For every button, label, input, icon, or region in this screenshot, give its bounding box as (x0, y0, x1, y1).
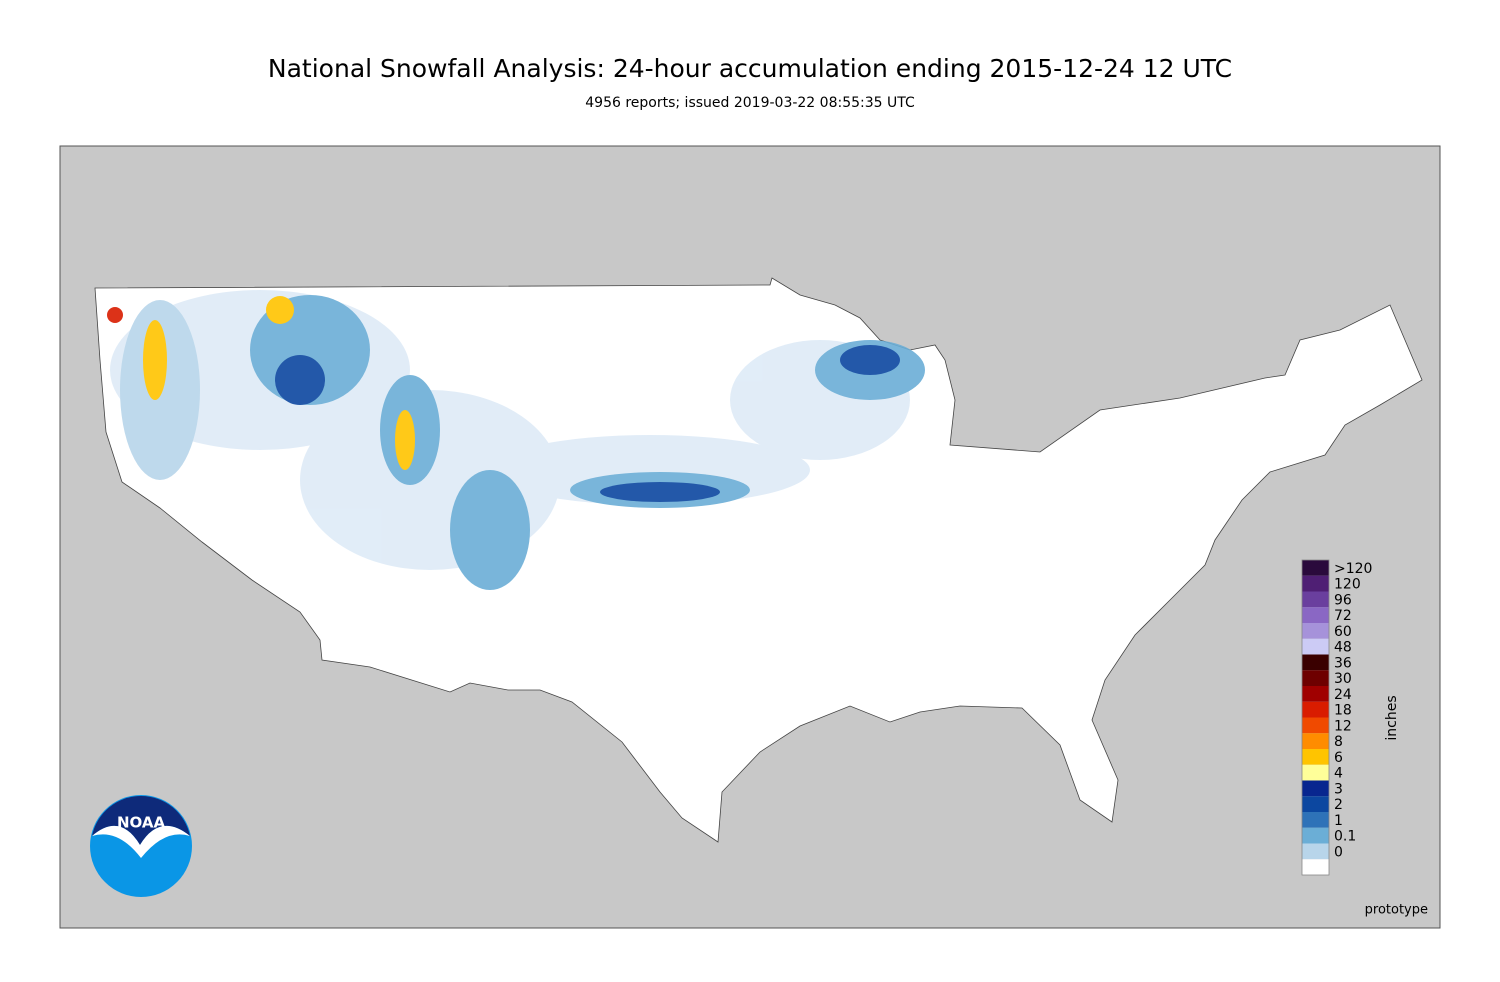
legend-swatch (1302, 670, 1329, 686)
legend-swatch (1302, 812, 1329, 828)
legend-swatch (1302, 654, 1329, 671)
footer-note: prototype (1365, 903, 1428, 918)
map (59, 145, 1441, 929)
legend-swatch (1302, 686, 1329, 702)
legend-swatch (1302, 623, 1329, 639)
legend-label: 8 (1334, 734, 1343, 750)
legend-label: 2 (1334, 797, 1343, 813)
legend-label: 18 (1334, 703, 1352, 719)
legend-label: 72 (1334, 608, 1352, 624)
legend-label: 36 (1334, 655, 1352, 671)
legend-swatch (1302, 701, 1329, 718)
logo-text: NOAA (117, 814, 166, 832)
legend-frame (1301, 559, 1330, 876)
legend-swatch (1302, 859, 1329, 875)
legend-swatch (1302, 575, 1329, 592)
legend-swatch (1302, 591, 1329, 608)
legend-label: 3 (1334, 781, 1343, 797)
legend-swatch (1302, 749, 1329, 765)
legend-label: 60 (1334, 624, 1352, 640)
noaa-logo: NOAA (90, 795, 192, 897)
snow-areas (107, 290, 925, 590)
legend-swatch (1302, 733, 1329, 749)
legend-swatch (1302, 843, 1329, 860)
legend-label: 6 (1334, 750, 1343, 766)
legend-swatch (1302, 780, 1329, 797)
legend-swatch (1302, 560, 1329, 576)
legend-label: 120 (1334, 577, 1361, 593)
legend-swatch (1302, 764, 1329, 781)
subtitle: 4956 reports; issued 2019-03-22 08:55:35… (585, 95, 915, 111)
legend-swatch (1302, 827, 1329, 844)
legend-label: 48 (1334, 640, 1352, 656)
legend-swatch (1302, 638, 1329, 655)
legend-label: 0.1 (1334, 829, 1356, 845)
legend-label: 24 (1334, 687, 1352, 703)
legend-swatch (1302, 796, 1329, 812)
legend-label: 1 (1334, 813, 1343, 829)
legend-label: >120 (1334, 561, 1372, 577)
legend-label: 12 (1334, 718, 1352, 734)
legend-label: 0 (1334, 844, 1343, 860)
title: National Snowfall Analysis: 24-hour accu… (268, 54, 1232, 83)
legend-label: 4 (1334, 766, 1343, 782)
legend-label: 30 (1334, 671, 1352, 687)
legend-swatch (1302, 717, 1329, 734)
legend-label: 96 (1334, 592, 1352, 608)
legend-swatch (1302, 607, 1329, 623)
legend-title: inches (1384, 695, 1400, 740)
